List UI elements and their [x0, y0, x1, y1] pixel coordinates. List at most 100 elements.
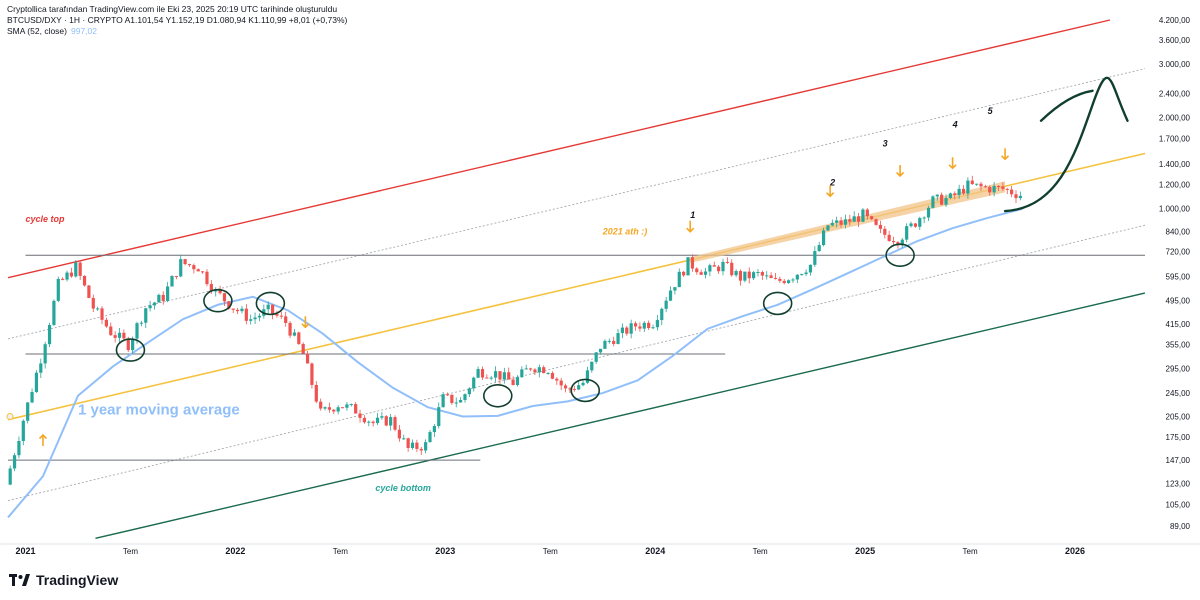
price-tick-label: 595,00 [1166, 273, 1191, 282]
candle-body [607, 340, 611, 342]
price-axis[interactable]: 4.200,00 3.600,00 3.000,00 2.400,00 2.000,00… [1159, 16, 1191, 531]
candle-body [301, 343, 305, 354]
time-tick-label: 2025 [855, 546, 875, 556]
candle-body [157, 294, 161, 303]
symbol-ohlc-line[interactable]: BTCUSD/DXY · 1H · CRYPTO A1.101,54 Y1.15… [7, 15, 348, 25]
candle [69, 267, 74, 278]
candle [900, 238, 904, 248]
candle [61, 277, 65, 281]
candle [380, 412, 384, 420]
candle-body [743, 271, 747, 281]
candle [913, 222, 918, 228]
candle-body [371, 421, 375, 424]
candle-body [839, 220, 843, 225]
candle-body [65, 272, 69, 280]
candle-body [389, 417, 393, 426]
candle [660, 307, 664, 326]
candle [432, 424, 436, 437]
candle-body [821, 230, 826, 246]
candle [113, 331, 117, 343]
candle [459, 397, 463, 403]
candle-body [948, 193, 952, 198]
candle [397, 424, 401, 442]
candle-body [61, 278, 65, 280]
candle [104, 317, 108, 328]
candle [393, 415, 397, 432]
orange-arrow-1 [38, 433, 48, 447]
candle [856, 212, 861, 228]
candle [905, 223, 909, 243]
candle-body [795, 274, 799, 280]
candle [559, 377, 563, 391]
sma-layer [7, 207, 1023, 519]
candle [843, 214, 848, 229]
candle [262, 304, 266, 319]
candle [791, 278, 795, 283]
upper-dotted-channel-line [7, 68, 1146, 340]
candle-body [323, 407, 327, 409]
candle [668, 286, 673, 302]
candle [507, 367, 511, 380]
candle [319, 398, 323, 411]
candle [577, 380, 581, 391]
cycle-top-line [7, 19, 1111, 279]
candle-body [905, 226, 909, 240]
price-tick-label: 1.000,00 [1159, 204, 1191, 213]
candle [354, 402, 358, 414]
candle-body [598, 348, 603, 353]
candle-body [944, 197, 948, 205]
candle [183, 258, 187, 266]
price-tick-label: 840,00 [1166, 227, 1191, 236]
candle [305, 350, 310, 364]
price-tick-label: 205,00 [1166, 412, 1191, 421]
price-tick-label: 245,00 [1166, 389, 1191, 398]
candle-body [699, 272, 703, 275]
candle-body [406, 438, 410, 448]
candle [594, 352, 598, 364]
candle [708, 263, 712, 277]
candle [756, 269, 760, 277]
candle [695, 267, 699, 275]
candle-body [891, 240, 896, 243]
price-tick-label: 175,00 [1166, 433, 1191, 442]
candle [415, 439, 419, 452]
candle-body [808, 264, 813, 273]
candle-body [817, 245, 821, 252]
candle [157, 293, 161, 303]
time-tick-label: 2022 [225, 546, 245, 556]
candle-body [249, 319, 253, 321]
price-tick-label: 1.400,00 [1159, 160, 1191, 169]
candle [664, 296, 668, 313]
candle [773, 272, 778, 280]
sma-label: SMA (52, close) [7, 26, 67, 36]
candle [865, 208, 869, 220]
candle [43, 341, 47, 369]
candle-body [878, 224, 883, 229]
time-axis[interactable]: 2021 Tem 2022 Tem 2023 Tem 2024 Tem 2025 Tem 2026 [0, 543, 1200, 556]
candle [926, 205, 931, 221]
candle-body [437, 407, 441, 427]
candle-body [865, 209, 869, 217]
time-tick-label: Tem [963, 547, 978, 556]
tradingview-logo[interactable]: TradingView [9, 572, 118, 588]
candle-body [96, 308, 100, 310]
orange-arrow-7 [1000, 148, 1010, 161]
candle-body [227, 301, 231, 309]
candle-body [651, 327, 655, 329]
candle-body [664, 300, 668, 309]
sma-legend[interactable]: SMA (52, close) 997,02 [7, 26, 347, 37]
candle [717, 264, 721, 274]
candle-body [769, 275, 773, 279]
candle-body [773, 278, 778, 280]
candle-body [682, 271, 686, 276]
candle [345, 402, 349, 411]
candle-body [489, 377, 493, 379]
candle [463, 393, 467, 403]
candle-body [82, 275, 87, 286]
candle [284, 311, 288, 327]
candle-body [642, 322, 646, 329]
candle [511, 376, 515, 386]
candle [340, 407, 345, 409]
candle [201, 270, 205, 274]
